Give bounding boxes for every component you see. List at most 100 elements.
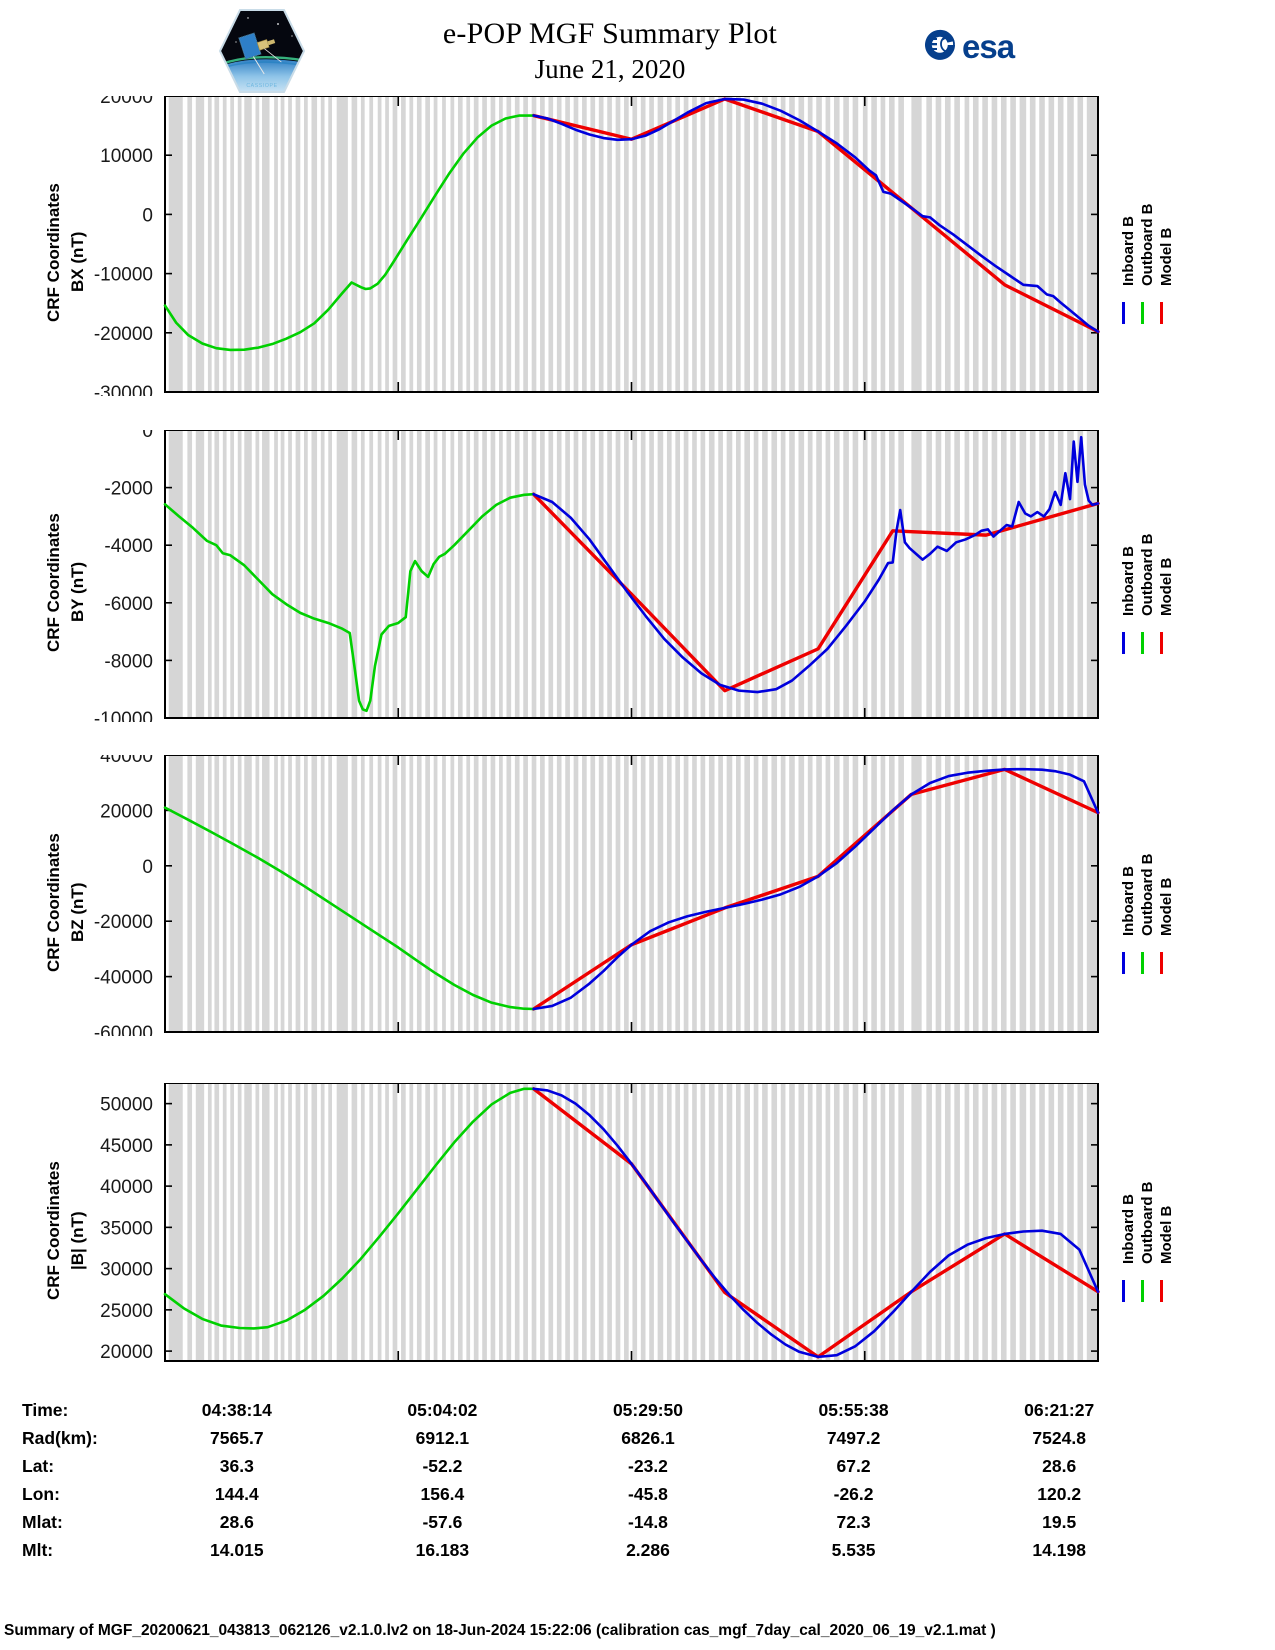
- y-tick-label: -60000: [94, 1023, 153, 1036]
- info-cell: 05:29:50: [612, 1399, 684, 1420]
- legend-swatch-outboard-b: [1141, 632, 1144, 654]
- data-availability-bands: [168, 1083, 1098, 1361]
- y-tick-label: 40000: [100, 755, 153, 767]
- info-cell: 156.4: [420, 1483, 465, 1504]
- title-primary: e-POP MGF Summary Plot: [442, 17, 778, 50]
- info-row-label: Mlt:: [22, 1539, 54, 1560]
- info-row-label: Time:: [22, 1399, 69, 1420]
- plot-panel-4: 50000 45000 40000 35000 30000 25000 20000 CRF C…: [0, 1083, 1275, 1365]
- legend-swatch-model-b: [1160, 1280, 1163, 1302]
- legend-swatch-inboard-b: [1122, 1280, 1125, 1302]
- plot-panel-1: 20000 10000 0 -10000 -20000 -30000 CRF Coordin…: [0, 96, 1275, 396]
- y-axis-label-primary-p1: CRF Coordinates: [44, 183, 63, 322]
- y-axis-ticks: 0 -2000 -4000 -6000 -8000 -10000: [94, 430, 1098, 722]
- x-axis-ticks: [164, 96, 1099, 392]
- legend-swatch-model-b: [1160, 951, 1163, 974]
- info-table-row: Mlt: 14.015 16.183 2.286 5.535 14.198: [22, 1536, 1162, 1564]
- series-line-outboard-b: [163, 492, 535, 713]
- info-cell: 05:04:02: [407, 1399, 478, 1420]
- info-cell: 28.6: [219, 1511, 254, 1532]
- y-tick-label: 25000: [100, 1301, 153, 1322]
- y-tick-label: -2000: [104, 479, 153, 500]
- info-cell: -14.8: [628, 1511, 668, 1532]
- info-table-row: Time: 04:38:14 05:04:02 05:29:50 05:55:38 06:…: [22, 1396, 1162, 1424]
- y-axis-label-primary-p2: CRF Coordinates: [44, 513, 63, 652]
- info-cell: 14.198: [1032, 1539, 1086, 1560]
- data-availability-bands: [168, 430, 1098, 718]
- y-tick-label: 0: [142, 430, 153, 442]
- info-table-row: Rad(km): 7565.7 6912.1 6826.1 7497.2 7524.8: [22, 1424, 1162, 1452]
- legend-panel-2: Inboard B Outboard B Model B: [1110, 430, 1275, 718]
- plot-svg-2: 0 -2000 -4000 -6000 -8000 -10000: [94, 430, 1100, 722]
- legend-label-outboard-b: Outboard B: [1139, 203, 1156, 287]
- info-cell: 6912.1: [415, 1427, 470, 1448]
- legend-swatch-model-b: [1160, 632, 1163, 654]
- y-tick-label: 40000: [100, 1177, 153, 1198]
- y-tick-label: -10000: [94, 709, 153, 722]
- info-row-label: Mlat:: [22, 1511, 63, 1532]
- info-cell: 16.183: [415, 1539, 470, 1560]
- legend-label-inboard-b: Inboard B: [1120, 865, 1137, 936]
- info-cell: 120.2: [1037, 1483, 1082, 1504]
- legend-label-outboard-b: Outboard B: [1139, 853, 1156, 936]
- legend-panel-3: Inboard B Outboard B Model B: [1110, 755, 1275, 1032]
- info-cell: 7497.2: [826, 1427, 881, 1448]
- y-tick-label: 0: [142, 205, 153, 226]
- info-table-row: Lat: 36.3 -52.2 -23.2 67.2 28.6: [22, 1452, 1162, 1480]
- data-availability-bands: [168, 755, 1098, 1032]
- info-row-label: Lat:: [22, 1455, 55, 1476]
- info-cell: 67.2: [836, 1455, 871, 1476]
- footer-summary-text: Summary of MGF_20200621_043813_062126_v2…: [4, 1622, 996, 1639]
- y-tick-label: 35000: [100, 1218, 153, 1239]
- legend-label-model-b: Model B: [1158, 557, 1175, 616]
- info-cell: -26.2: [833, 1483, 874, 1504]
- series-line-model-b: [531, 492, 1100, 693]
- y-tick-label: 20000: [100, 801, 153, 822]
- plot-panel-2: 0 -2000 -4000 -6000 -8000 -10000 CRF Coordinat…: [0, 430, 1275, 722]
- legend-label-outboard-b: Outboard B: [1139, 533, 1156, 617]
- series-line-inboard-b: [532, 97, 1100, 333]
- series-line-inboard-b: [532, 1087, 1100, 1359]
- series-line-inboard-b: [532, 767, 1100, 1011]
- plot-panel-3: 40000 20000 0 -20000 -40000 -60000 CRF Coordin…: [0, 755, 1275, 1036]
- y-tick-label: -4000: [104, 536, 153, 557]
- page-header: CASSIOPE e-POP MGF Summary Plot June 21,…: [0, 0, 1275, 93]
- y-axis-ticks: 40000 20000 0 -20000 -40000 -60000: [94, 755, 1098, 1036]
- info-table-row: Mlat: 28.6 -57.6 -14.8 72.3 19.5: [22, 1508, 1162, 1536]
- title-date: June 21, 2020: [534, 54, 686, 84]
- y-axis-label-secondary-p1: BX (nT): [68, 231, 87, 292]
- legend-label-model-b: Model B: [1158, 1205, 1175, 1264]
- info-cell: -57.6: [422, 1511, 463, 1532]
- y-tick-label: -6000: [104, 594, 153, 615]
- info-cell: 2.286: [626, 1539, 670, 1560]
- legend-swatch-inboard-b: [1122, 302, 1125, 324]
- plot-svg-4: 50000 45000 40000 35000 30000 25000 20000: [100, 1083, 1100, 1363]
- y-tick-label: -8000: [104, 651, 153, 672]
- y-tick-label: 30000: [100, 1260, 153, 1281]
- info-cell: 7524.8: [1032, 1427, 1086, 1448]
- info-table-row: Lon: 144.4 156.4 -45.8 -26.2 120.2: [22, 1480, 1162, 1508]
- legend-label-inboard-b: Inboard B: [1120, 216, 1137, 286]
- info-cell: 72.3: [836, 1511, 871, 1532]
- plot-svg-3: 40000 20000 0 -20000 -40000 -60000: [94, 755, 1100, 1036]
- x-axis-ticks: [164, 430, 1099, 718]
- y-axis-label-primary-p3: CRF Coordinates: [44, 832, 63, 972]
- info-cell: 28.6: [1042, 1455, 1077, 1476]
- info-cell: 14.015: [210, 1539, 264, 1560]
- info-table-grid: Time: 04:38:14 05:04:02 05:29:50 05:55:38 06:…: [22, 1396, 1162, 1564]
- info-cell: 04:38:14: [201, 1399, 272, 1420]
- info-cell: 5.535: [831, 1539, 876, 1560]
- y-tick-label: 20000: [100, 1342, 153, 1363]
- legend-swatch-inboard-b: [1122, 632, 1125, 654]
- legend-swatch-outboard-b: [1141, 951, 1144, 974]
- x-axis-ticks: [164, 755, 1099, 1032]
- y-tick-label: 50000: [100, 1095, 153, 1116]
- legend-label-model-b: Model B: [1158, 227, 1175, 286]
- x-axis-ticks: [164, 1083, 1099, 1361]
- info-row-label: Rad(km):: [22, 1427, 98, 1448]
- esa-logo-text: esa: [962, 28, 1016, 65]
- y-tick-label: -10000: [94, 265, 153, 286]
- legend-swatch-model-b: [1160, 302, 1163, 324]
- info-row-label: Lon:: [22, 1483, 60, 1504]
- legend-swatch-outboard-b: [1141, 302, 1144, 324]
